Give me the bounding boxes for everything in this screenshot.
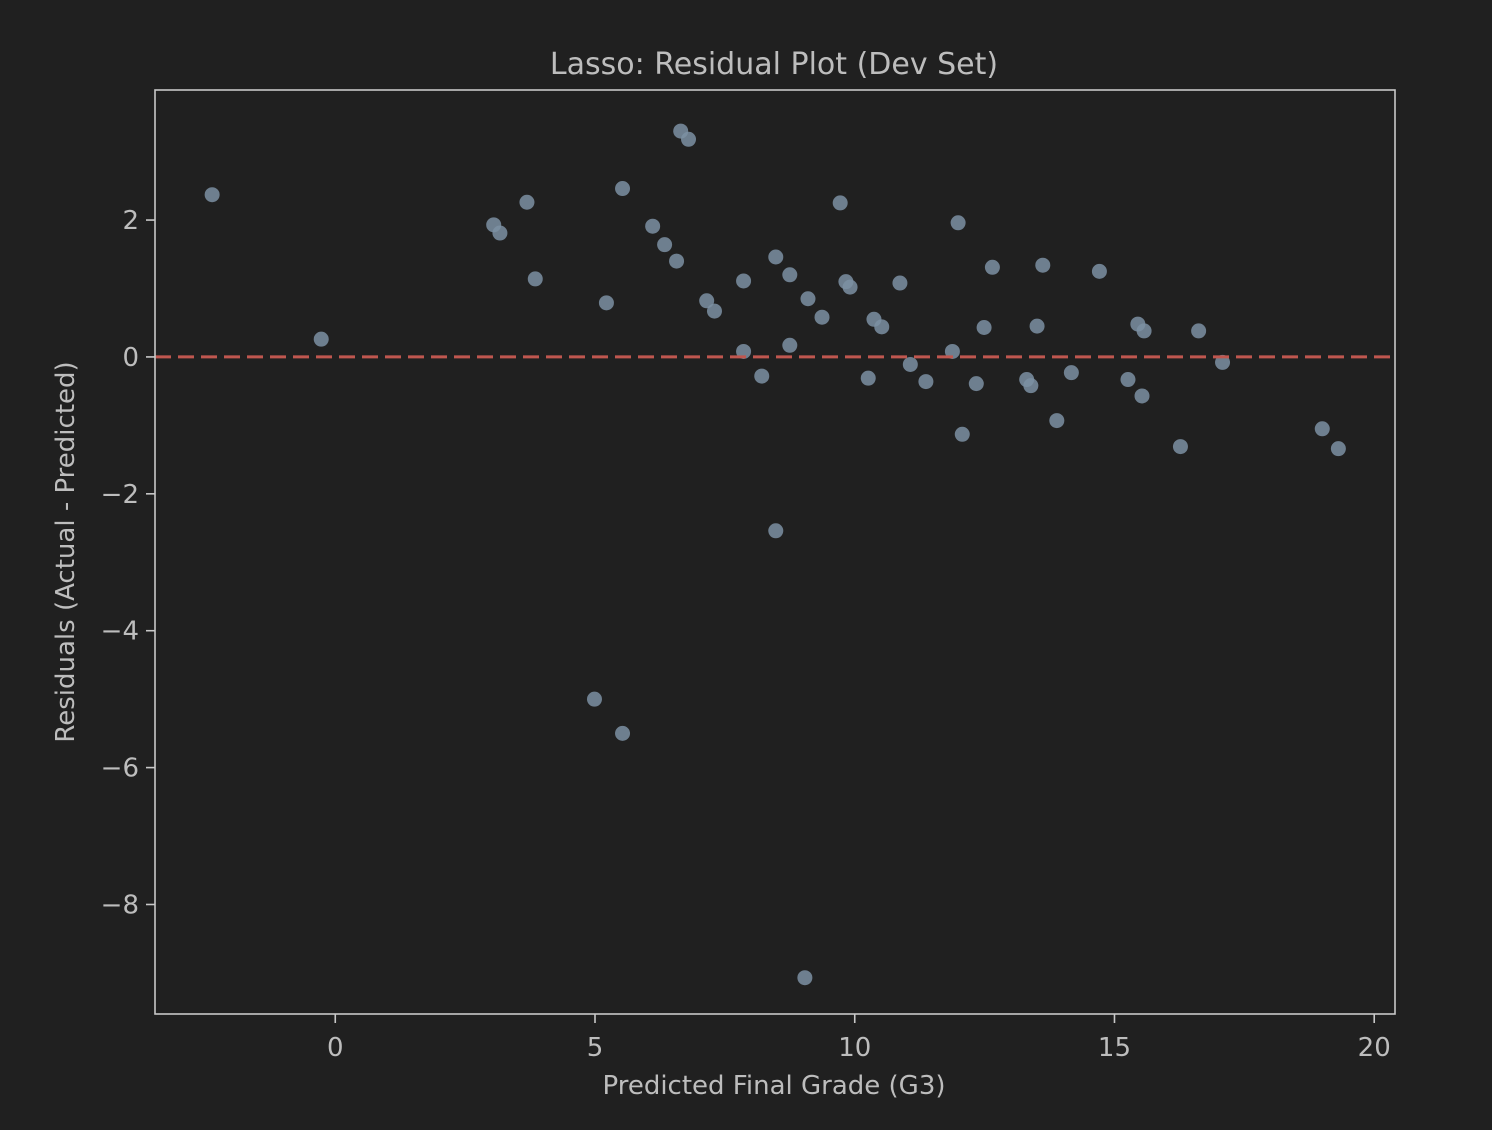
data-point: [669, 253, 685, 269]
data-point: [492, 225, 508, 241]
y-axis-ticks: 2 0 −2 −4 −6 −8: [101, 206, 155, 920]
data-point: [1136, 323, 1152, 339]
x-tick-label: 15: [1098, 1033, 1131, 1063]
data-point: [1035, 257, 1051, 273]
data-point: [1091, 263, 1107, 279]
data-point: [645, 218, 661, 234]
y-tick-label: 0: [122, 343, 139, 373]
x-tick-label: 5: [587, 1033, 604, 1063]
data-point: [768, 523, 784, 539]
data-point: [842, 279, 858, 295]
data-point: [754, 368, 770, 384]
data-point: [699, 293, 715, 309]
data-point: [615, 181, 631, 197]
data-point: [527, 271, 543, 287]
data-point: [797, 970, 813, 986]
data-point: [1172, 439, 1188, 455]
x-tick-label: 10: [838, 1033, 871, 1063]
y-tick-label: −2: [101, 480, 139, 510]
data-point: [902, 356, 918, 372]
data-point: [736, 343, 752, 359]
data-point: [944, 343, 960, 359]
data-point: [1215, 354, 1231, 370]
scatter-points: [204, 123, 1346, 986]
data-point: [814, 309, 830, 325]
data-point: [1314, 421, 1330, 437]
data-point: [782, 267, 798, 283]
data-point: [313, 331, 329, 347]
data-point: [1134, 388, 1150, 404]
x-tick-label: 0: [327, 1033, 344, 1063]
data-point: [1330, 441, 1346, 457]
data-point: [1029, 318, 1045, 334]
data-point: [832, 195, 848, 211]
data-point: [782, 337, 798, 353]
data-point: [657, 237, 673, 253]
data-point: [736, 273, 752, 289]
y-tick-label: −8: [101, 890, 139, 920]
data-point: [1023, 378, 1039, 394]
data-point: [892, 275, 908, 291]
data-point: [1120, 372, 1136, 388]
data-point: [984, 259, 1000, 275]
data-point: [976, 320, 992, 336]
data-point: [800, 291, 816, 307]
data-point: [519, 194, 535, 210]
x-axis-ticks: 0 5 10 15 20: [327, 1014, 1391, 1063]
data-point: [706, 303, 722, 319]
plot-area-frame: [154, 89, 1396, 1015]
data-point: [681, 131, 697, 147]
data-point: [598, 295, 614, 311]
data-point: [874, 319, 890, 335]
y-tick-label: 2: [122, 206, 139, 236]
data-point: [204, 187, 220, 203]
data-point: [860, 370, 876, 386]
x-axis-label: Predicted Final Grade (G3): [602, 1071, 945, 1101]
data-point: [954, 426, 970, 442]
data-point: [768, 249, 784, 265]
data-point: [1063, 365, 1079, 381]
data-point: [918, 374, 934, 390]
data-point: [950, 215, 966, 231]
data-point: [968, 376, 984, 392]
x-tick-label: 20: [1358, 1033, 1391, 1063]
data-point: [615, 725, 631, 741]
data-point: [1049, 413, 1065, 429]
data-point: [1191, 323, 1207, 339]
y-tick-label: −4: [101, 617, 139, 647]
y-tick-label: −6: [101, 754, 139, 784]
data-point: [586, 691, 602, 707]
chart-title: Lasso: Residual Plot (Dev Set): [550, 47, 998, 82]
y-axis-label: Residuals (Actual - Predicted): [51, 361, 81, 742]
